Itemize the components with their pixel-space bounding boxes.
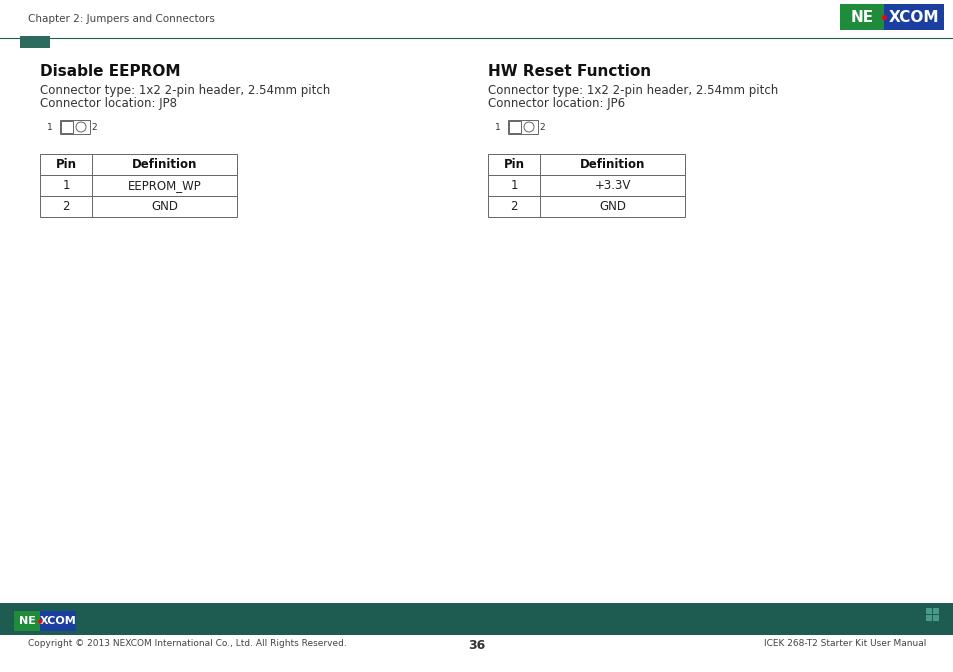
Bar — [925, 615, 931, 621]
Bar — [507, 120, 537, 134]
Bar — [488, 196, 684, 217]
Text: NE: NE — [18, 616, 35, 626]
Bar — [40, 611, 76, 631]
Bar — [509, 121, 520, 133]
Text: HW Reset Function: HW Reset Function — [488, 64, 651, 79]
Bar — [40, 175, 236, 196]
Bar — [60, 120, 90, 134]
Text: Connector type: 1x2 2-pin header, 2.54mm pitch: Connector type: 1x2 2-pin header, 2.54mm… — [40, 84, 330, 97]
Bar — [932, 608, 938, 614]
Text: Connector type: 1x2 2-pin header, 2.54mm pitch: Connector type: 1x2 2-pin header, 2.54mm… — [488, 84, 778, 97]
Bar — [40, 154, 236, 175]
Text: 1: 1 — [510, 179, 517, 192]
Text: Chapter 2: Jumpers and Connectors: Chapter 2: Jumpers and Connectors — [28, 14, 214, 24]
Bar — [840, 4, 882, 30]
Text: ICEK 268-T2 Starter Kit User Manual: ICEK 268-T2 Starter Kit User Manual — [762, 639, 925, 648]
Text: XCOM: XCOM — [40, 616, 76, 626]
Bar — [932, 615, 938, 621]
Bar — [20, 36, 50, 48]
Text: Disable EEPROM: Disable EEPROM — [40, 64, 180, 79]
Text: 1: 1 — [48, 122, 53, 132]
Bar — [925, 608, 931, 614]
Bar — [14, 611, 40, 631]
Text: NE: NE — [849, 9, 873, 24]
Bar — [40, 196, 236, 217]
Text: Copyright © 2013 NEXCOM International Co., Ltd. All Rights Reserved.: Copyright © 2013 NEXCOM International Co… — [28, 639, 346, 648]
Text: EEPROM_WP: EEPROM_WP — [128, 179, 201, 192]
Text: 36: 36 — [468, 639, 485, 652]
Text: 2: 2 — [538, 122, 544, 132]
Text: +3.3V: +3.3V — [594, 179, 630, 192]
Circle shape — [76, 122, 86, 132]
Text: XCOM: XCOM — [887, 9, 938, 24]
Text: Definition: Definition — [132, 158, 197, 171]
Bar — [0, 603, 953, 635]
Text: 2: 2 — [91, 122, 96, 132]
Text: GND: GND — [151, 200, 178, 213]
Text: 2: 2 — [510, 200, 517, 213]
Text: 2: 2 — [62, 200, 70, 213]
Text: Connector location: JP6: Connector location: JP6 — [488, 97, 624, 110]
Text: Pin: Pin — [503, 158, 524, 171]
Bar — [882, 4, 943, 30]
Bar — [488, 154, 684, 175]
Text: 1: 1 — [495, 122, 500, 132]
Text: Definition: Definition — [579, 158, 644, 171]
Circle shape — [523, 122, 534, 132]
Bar — [488, 175, 684, 196]
Text: 1: 1 — [62, 179, 70, 192]
Bar — [61, 121, 73, 133]
Text: Connector location: JP8: Connector location: JP8 — [40, 97, 177, 110]
Text: Pin: Pin — [55, 158, 76, 171]
Text: GND: GND — [598, 200, 625, 213]
